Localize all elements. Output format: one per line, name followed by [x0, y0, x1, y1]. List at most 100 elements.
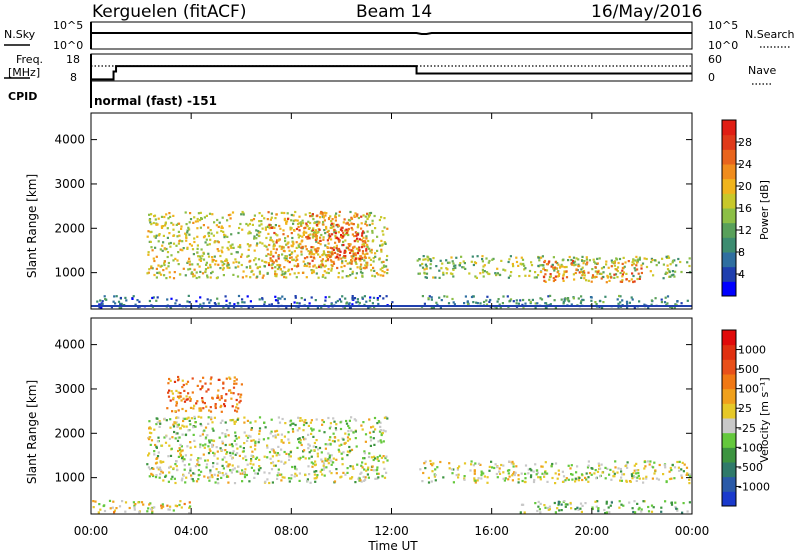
power-cell [379, 244, 382, 247]
velocity-cell [498, 472, 502, 475]
power-cell [212, 259, 215, 262]
velocity-cell [269, 432, 272, 435]
velocity-cell [267, 437, 270, 440]
velocity-cell [512, 462, 515, 465]
power-cell [571, 263, 574, 266]
power-cell [213, 302, 216, 305]
power-cell [353, 240, 356, 243]
velocity-cell [680, 476, 684, 479]
velocity-cell [154, 443, 157, 447]
velocity-cell [263, 455, 266, 458]
velocity-cell [282, 441, 285, 444]
power-cell [261, 276, 264, 279]
velocity-cell [344, 432, 347, 435]
velocity-cell [590, 467, 593, 470]
velocity-cell [571, 478, 574, 481]
power-cell [583, 277, 586, 280]
velocity-cell [275, 454, 278, 457]
power-cell [455, 256, 458, 259]
power-cell [563, 266, 566, 269]
power-cell [313, 253, 316, 256]
velocity-cell [270, 430, 273, 433]
power-cell [249, 266, 252, 269]
power-cell [269, 253, 272, 257]
power-cell [261, 297, 264, 300]
power-cell [369, 258, 372, 261]
power-cell [324, 264, 327, 267]
power-cell [338, 240, 341, 243]
velocity-cell [605, 500, 608, 503]
power-cell [125, 299, 128, 302]
power-cell [351, 228, 354, 231]
velocity-cell [204, 382, 207, 385]
power-cell [305, 236, 308, 239]
velocity-cell [109, 507, 112, 510]
velocity-cell [574, 480, 577, 483]
power-cell [364, 264, 367, 267]
power-cell [619, 280, 622, 283]
power-cell [650, 303, 653, 306]
power-cell [175, 223, 178, 226]
power-colorbar-tick-label: 8 [738, 246, 745, 259]
velocity-cell [188, 512, 191, 515]
velocity-cell [348, 451, 351, 454]
velocity-cell [185, 395, 188, 398]
velocity-cell [206, 434, 209, 437]
velocity-cell [124, 510, 127, 513]
velocity-cell [622, 504, 625, 507]
velocity-cell [576, 506, 579, 509]
velocity-cell [335, 428, 338, 432]
velocity-cell [554, 472, 557, 475]
power-cell [594, 262, 597, 265]
nsearch-label: N.Search [745, 28, 795, 41]
velocity-cell [430, 480, 433, 483]
power-cell [300, 240, 303, 243]
velocity-cell [268, 481, 271, 485]
power-cell [346, 246, 350, 250]
power-cell [279, 268, 282, 271]
power-cell [636, 268, 639, 271]
power-cell [665, 271, 668, 274]
power-cell [572, 261, 575, 264]
velocity-cell [473, 472, 476, 475]
velocity-cell [327, 462, 330, 465]
power-cell [424, 258, 427, 261]
velocity-cell [229, 419, 232, 422]
power-cell [371, 229, 374, 233]
power-cell [274, 217, 277, 220]
power-cell [305, 264, 308, 268]
power-cell [298, 302, 301, 305]
power-cell [270, 239, 273, 242]
power-cell [556, 271, 559, 274]
velocity-cell [231, 405, 234, 408]
velocity-cell [245, 434, 248, 437]
power-cell [185, 239, 188, 242]
power-cell [594, 266, 597, 269]
velocity-cell [590, 473, 593, 476]
velocity-cell [246, 419, 249, 422]
velocity-cell [183, 464, 186, 467]
velocity-cell [376, 456, 379, 459]
velocity-cell [368, 452, 371, 455]
velocity-cell [469, 469, 472, 472]
power-cell [476, 255, 479, 258]
power-cell [246, 255, 249, 258]
power-cell [247, 232, 250, 235]
velocity-cell [210, 439, 213, 442]
power-cell [297, 244, 300, 247]
velocity-cell [688, 473, 691, 476]
power-cell [336, 255, 339, 258]
velocity-cell [187, 392, 190, 395]
power-cell [686, 299, 689, 302]
cpid-mode-text: normal (fast) -151 [94, 94, 217, 108]
velocity-cell [197, 474, 200, 477]
velocity-cell [192, 426, 195, 429]
velocity-cell [172, 509, 175, 512]
velocity-cell [176, 432, 179, 435]
power-cell [426, 255, 429, 258]
power-cell [300, 224, 303, 227]
power-cell [539, 270, 542, 274]
power-cell [208, 212, 212, 215]
velocity-cell [137, 501, 140, 504]
power-cell [356, 240, 359, 243]
